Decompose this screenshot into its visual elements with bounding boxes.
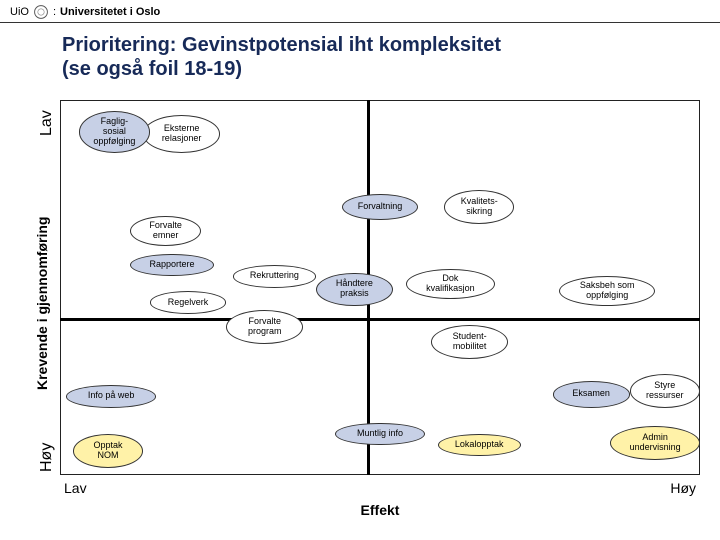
bubble-faglig-sosial: Faglig-sosialoppfølging bbox=[79, 111, 149, 152]
x-axis-high: Høy bbox=[670, 480, 696, 496]
bubble-regelverk: Regelverk bbox=[150, 291, 227, 314]
bubble-opptak-nom: OpptakNOM bbox=[73, 434, 143, 468]
header-university: Universitetet i Oslo bbox=[60, 6, 160, 18]
bubble-eksterne-rel: Eksternerelasjoner bbox=[143, 115, 220, 153]
title-line-2: (se også foil 18-19) bbox=[62, 58, 242, 80]
bubble-eksamen: Eksamen bbox=[553, 381, 630, 407]
bubble-admin-underv: Adminundervisning bbox=[610, 426, 700, 460]
bubble-lokalopptak: Lokalopptak bbox=[438, 434, 521, 457]
slide-title: Prioritering: Gevinstpotensial iht kompl… bbox=[0, 23, 720, 81]
y-axis-high: Høy bbox=[38, 443, 56, 472]
header: UiO : Universitetet i Oslo bbox=[0, 0, 720, 23]
bubble-forvalte-emner: Forvalteemner bbox=[130, 216, 200, 246]
bubble-styre-ressurser: Styreressurser bbox=[630, 374, 700, 408]
bubble-studentmobilitet: Student-mobilitet bbox=[431, 325, 508, 359]
header-prefix: UiO bbox=[10, 6, 29, 18]
horizontal-axis bbox=[60, 318, 700, 321]
x-axis-label: Effekt bbox=[60, 502, 700, 518]
title-line-1: Prioritering: Gevinstpotensial iht kompl… bbox=[62, 34, 501, 56]
bubble-kvalitetssikring: Kvalitets-sikring bbox=[444, 190, 514, 224]
bubble-rapportere: Rapportere bbox=[130, 254, 213, 277]
y-axis-labels: Lav Krevende i gjennomføring Høy bbox=[10, 100, 50, 475]
bubble-rekruttering: Rekruttering bbox=[233, 265, 316, 288]
y-axis-label: Krevende i gjennomføring bbox=[34, 217, 50, 390]
bubble-forvaltning: Forvaltning bbox=[342, 194, 419, 220]
quadrant-diagram: Faglig-sosialoppfølgingEksternerelasjone… bbox=[60, 100, 700, 475]
bubble-info-pa-web: Info på web bbox=[66, 385, 156, 408]
bubble-muntlig-info: Muntlig info bbox=[335, 423, 425, 446]
bubble-forvalte-program: Forvalteprogram bbox=[226, 310, 303, 344]
y-axis-low: Lav bbox=[38, 110, 56, 136]
header-colon: : bbox=[53, 6, 56, 18]
uio-seal-icon bbox=[33, 4, 49, 20]
x-axis-low: Lav bbox=[64, 480, 87, 496]
bubble-dok-kvalifikasjon: Dokkvalifikasjon bbox=[406, 269, 496, 299]
bubble-handtere-praksis: Håndterepraksis bbox=[316, 273, 393, 307]
